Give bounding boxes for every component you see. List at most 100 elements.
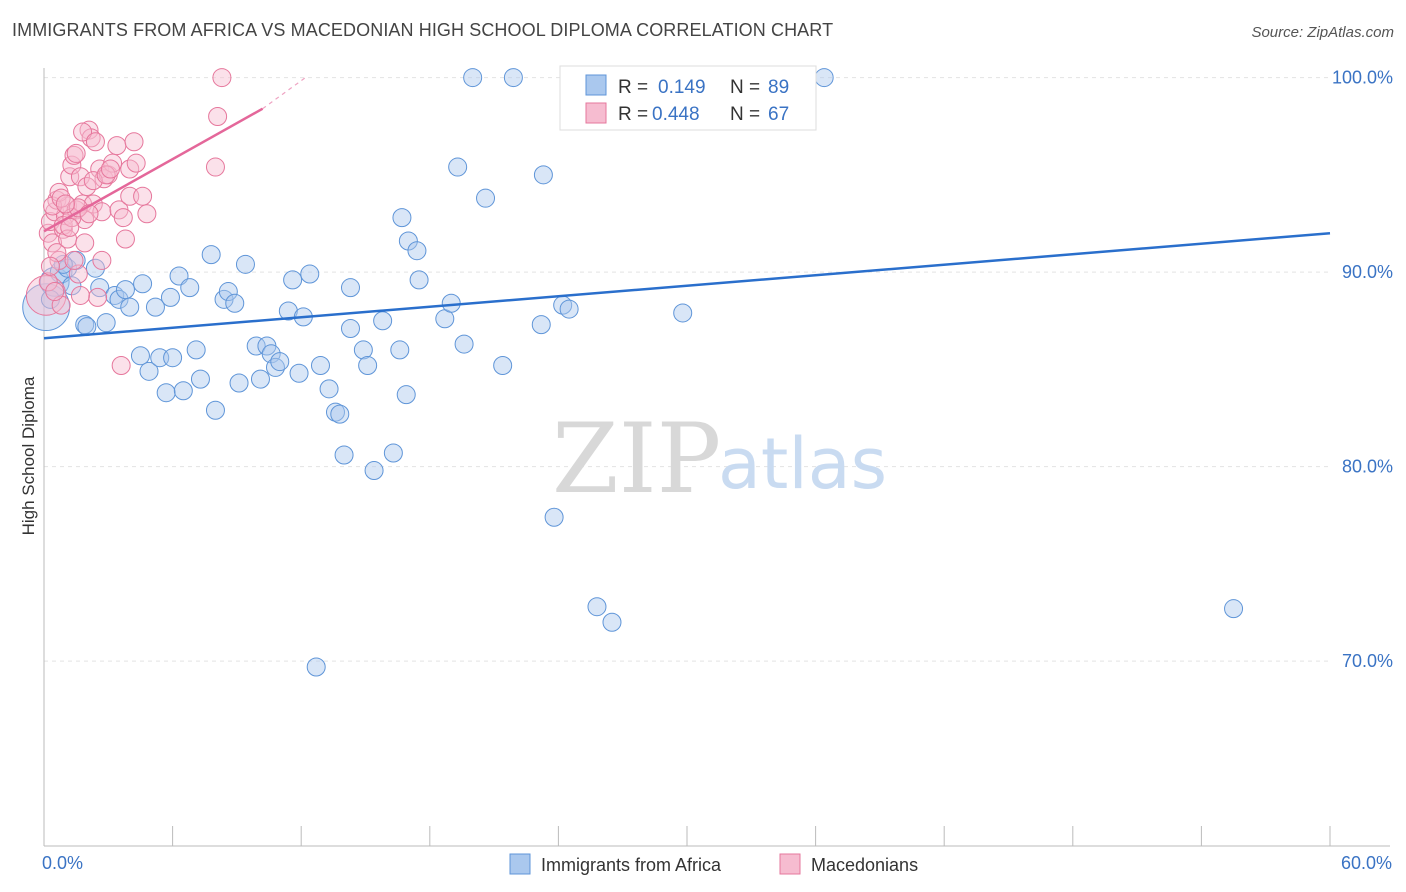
watermark: ZIP atlas: [552, 403, 887, 515]
africa-point-57: [383, 443, 403, 463]
chart-source: Source: ZipAtlas.com: [1251, 24, 1394, 41]
africa-point-62: [409, 270, 429, 290]
africa-point-54: [358, 355, 378, 375]
africa-point-60: [396, 385, 416, 405]
africa-point-13: [120, 297, 140, 317]
macedonian-point-39: [111, 355, 131, 375]
macedonian-trend-extension: [262, 77, 306, 110]
macedonian-point-56: [85, 132, 105, 152]
africa-point-58: [390, 340, 410, 360]
africa-point-50: [334, 445, 354, 465]
africa-point-33: [235, 254, 255, 274]
macedonian-point-60: [38, 272, 58, 292]
macedonian-point-23: [88, 287, 108, 307]
macedonian-point-32: [115, 229, 135, 249]
africa-point-42: [289, 363, 309, 383]
macedonian-point-52: [73, 122, 93, 142]
macedonian-point-50: [66, 143, 86, 163]
africa-point-47: [319, 379, 339, 399]
macedonian-point-31: [113, 208, 133, 228]
africa-point-17: [145, 297, 165, 317]
watermark-atlas: atlas: [718, 423, 887, 505]
macedonian-point-41: [205, 157, 225, 177]
africa-point-68: [463, 68, 483, 88]
legend-r-value-macedonians: 0.448: [652, 104, 700, 125]
africa-point-39: [270, 352, 290, 372]
macedonian-point-38: [137, 204, 157, 224]
africa-point-44: [300, 264, 320, 284]
africa-point-85: [1224, 599, 1244, 619]
africa-point-8: [90, 278, 110, 298]
africa-point-6: [77, 317, 97, 337]
legend-n-label-macedonians: N =: [730, 104, 760, 125]
macedonian-point-3: [43, 233, 63, 253]
macedonian-point-37: [133, 186, 153, 206]
macedonian-point-66: [70, 285, 90, 305]
bottom-legend-swatch-macedonians: [779, 853, 801, 875]
trend-layer: [43, 77, 1331, 340]
points-layer: [22, 68, 1244, 677]
macedonian-point-42: [212, 68, 232, 88]
africa-point-16: [139, 361, 159, 381]
africa-point-35: [250, 369, 270, 389]
africa-point-23: [180, 278, 200, 298]
macedonian-point-64: [55, 194, 75, 214]
chart-title: IMMIGRANTS FROM AFRICA VS MACEDONIAN HIG…: [12, 20, 834, 40]
africa-point-53: [353, 340, 373, 360]
africa-point-28: [205, 400, 225, 420]
y-axis-label: High School Diploma: [19, 376, 38, 535]
africa-point-24: [173, 381, 193, 401]
africa-point-21: [163, 348, 183, 368]
macedonian-point-62: [45, 282, 65, 302]
africa-point-72: [531, 315, 551, 335]
bottom-legend-label-africa: Immigrants from Africa: [541, 855, 722, 875]
axis-layer: [43, 68, 1390, 847]
africa-point-34: [246, 336, 266, 356]
africa-point-32: [229, 373, 249, 393]
africa-point-9: [96, 313, 116, 333]
africa-point-46: [310, 355, 330, 375]
macedonian-point-53: [75, 233, 95, 253]
africa-point-76: [559, 299, 579, 319]
africa-point-19: [156, 383, 176, 403]
macedonian-point-49: [64, 250, 84, 270]
macedonian-point-40: [208, 106, 228, 126]
africa-point-79: [602, 612, 622, 632]
africa-point-84: [814, 68, 834, 88]
legend-r-label-africa: R =: [618, 77, 648, 98]
macedonian-point-65: [60, 217, 80, 237]
africa-point-30: [218, 282, 238, 302]
watermark-zip: ZIP: [552, 403, 721, 515]
africa-point-31: [225, 293, 245, 313]
africa-point-12: [115, 280, 135, 300]
africa-point-7: [85, 258, 105, 278]
macedonian-point-16: [70, 167, 90, 187]
legend-n-label-africa: N =: [730, 77, 760, 98]
y-tick-label-1: 90.0%: [1342, 262, 1393, 282]
macedonian-point-29: [107, 136, 127, 156]
africa-point-78: [587, 597, 607, 617]
africa-point-26: [190, 369, 210, 389]
top-legend: R = 0.149 N = 89 R = 0.448 N = 67: [559, 65, 817, 131]
africa-point-74: [544, 507, 564, 527]
africa-point-69: [476, 188, 496, 208]
africa-point-81: [673, 303, 693, 323]
legend-swatch-africa: [585, 74, 607, 96]
tick-labels: 100.0% 90.0% 80.0% 70.0% 0.0% 60.0%: [42, 68, 1393, 873]
africa-point-15: [133, 274, 153, 294]
x-tick-label-first: 0.0%: [42, 853, 83, 873]
africa-point-20: [160, 287, 180, 307]
africa-point-11: [109, 289, 129, 309]
africa-point-52: [340, 278, 360, 298]
africa-point-27: [201, 245, 221, 265]
legend-n-value-africa: 89: [768, 77, 789, 98]
africa-point-71: [503, 68, 523, 88]
africa-point-25: [186, 340, 206, 360]
africa-point-45: [306, 657, 326, 677]
bottom-legend: Immigrants from Africa Macedonians: [509, 853, 918, 875]
bottom-legend-swatch-africa: [509, 853, 531, 875]
y-tick-label-0: 100.0%: [1332, 68, 1393, 88]
africa-point-67: [454, 334, 474, 354]
legend-r-value-africa: 0.149: [658, 77, 706, 98]
